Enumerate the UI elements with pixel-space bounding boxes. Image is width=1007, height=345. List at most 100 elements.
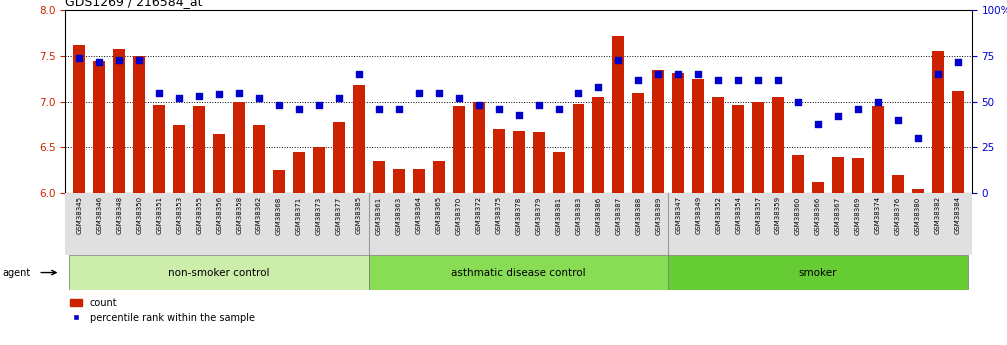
Point	[750, 77, 766, 82]
Bar	[872, 106, 884, 193]
Point	[231, 90, 247, 95]
Bar	[253, 125, 265, 193]
Point	[690, 71, 706, 77]
Text: non-smoker control: non-smoker control	[168, 268, 270, 277]
Point	[830, 114, 846, 119]
Point	[171, 95, 187, 101]
Text: GSM38389: GSM38389	[656, 196, 662, 235]
Bar	[612, 36, 624, 193]
Text: GSM38368: GSM38368	[276, 196, 282, 235]
Bar	[712, 97, 724, 193]
Point	[531, 103, 547, 108]
Text: GSM38355: GSM38355	[196, 196, 202, 234]
Point	[251, 95, 267, 101]
Text: GSM38377: GSM38377	[336, 196, 342, 235]
Point	[191, 93, 207, 99]
Text: GDS1269 / 216584_at: GDS1269 / 216584_at	[65, 0, 203, 8]
Text: GSM38385: GSM38385	[355, 196, 362, 235]
Text: GSM38359: GSM38359	[775, 196, 781, 235]
Bar	[352, 85, 365, 193]
Bar	[812, 182, 824, 193]
Point	[490, 106, 507, 112]
Bar	[193, 106, 205, 193]
Text: GSM38384: GSM38384	[955, 196, 961, 235]
Text: GSM38382: GSM38382	[934, 196, 941, 235]
Point	[470, 103, 486, 108]
Text: GSM38386: GSM38386	[595, 196, 601, 235]
Text: GSM38360: GSM38360	[796, 196, 802, 235]
Bar	[213, 134, 226, 193]
Text: GSM38353: GSM38353	[176, 196, 182, 235]
Text: agent: agent	[2, 268, 30, 277]
Bar	[673, 72, 685, 193]
Text: GSM38361: GSM38361	[376, 196, 382, 235]
Point	[411, 90, 427, 95]
Point	[350, 71, 367, 77]
Text: GSM38381: GSM38381	[556, 196, 562, 235]
Text: GSM38371: GSM38371	[296, 196, 302, 235]
Bar	[173, 125, 185, 193]
Point	[890, 117, 906, 123]
Bar	[313, 148, 325, 193]
Text: GSM38367: GSM38367	[835, 196, 841, 235]
Text: GSM38362: GSM38362	[256, 196, 262, 235]
Point	[331, 95, 347, 101]
Point	[570, 90, 586, 95]
Bar	[669, 255, 968, 290]
Text: GSM38348: GSM38348	[117, 196, 123, 235]
Point	[151, 90, 167, 95]
Text: GSM38358: GSM38358	[236, 196, 242, 235]
Legend: count, percentile rank within the sample: count, percentile rank within the sample	[70, 298, 255, 323]
Point	[311, 103, 327, 108]
Bar	[732, 105, 744, 193]
Text: GSM38373: GSM38373	[316, 196, 322, 235]
Bar	[772, 97, 784, 193]
Point	[770, 77, 786, 82]
Bar	[632, 93, 644, 193]
Bar	[153, 105, 165, 193]
Text: smoker: smoker	[799, 268, 837, 277]
Text: GSM38374: GSM38374	[875, 196, 881, 235]
Bar	[573, 104, 584, 193]
Bar	[472, 102, 484, 193]
Bar	[752, 102, 764, 193]
Point	[131, 57, 147, 62]
Point	[271, 103, 287, 108]
Point	[730, 77, 746, 82]
Bar	[952, 91, 964, 193]
Point	[870, 99, 886, 105]
Bar	[692, 79, 704, 193]
Bar	[513, 131, 525, 193]
Bar	[333, 122, 345, 193]
Text: GSM38352: GSM38352	[715, 196, 721, 234]
Text: GSM38346: GSM38346	[97, 196, 103, 235]
Point	[291, 106, 307, 112]
Text: asthmatic disease control: asthmatic disease control	[451, 268, 586, 277]
Point	[850, 106, 866, 112]
Bar	[592, 97, 604, 193]
Point	[710, 77, 726, 82]
Bar	[413, 168, 425, 193]
Bar	[69, 255, 369, 290]
Point	[651, 71, 667, 77]
Text: GSM38383: GSM38383	[575, 196, 581, 235]
Point	[112, 57, 128, 62]
Bar	[912, 189, 923, 193]
Point	[511, 112, 527, 117]
Bar	[533, 132, 545, 193]
Text: GSM38370: GSM38370	[456, 196, 462, 235]
Bar	[892, 175, 904, 193]
Point	[551, 106, 567, 112]
Point	[590, 85, 606, 90]
Bar	[293, 152, 305, 193]
Text: GSM38356: GSM38356	[217, 196, 223, 235]
Bar	[234, 102, 245, 193]
Bar	[74, 45, 86, 193]
Point	[909, 136, 925, 141]
Point	[451, 95, 467, 101]
Text: GSM38349: GSM38349	[695, 196, 701, 235]
Bar	[133, 56, 145, 193]
Point	[391, 106, 407, 112]
Text: GSM38379: GSM38379	[536, 196, 542, 235]
Text: GSM38347: GSM38347	[676, 196, 682, 235]
